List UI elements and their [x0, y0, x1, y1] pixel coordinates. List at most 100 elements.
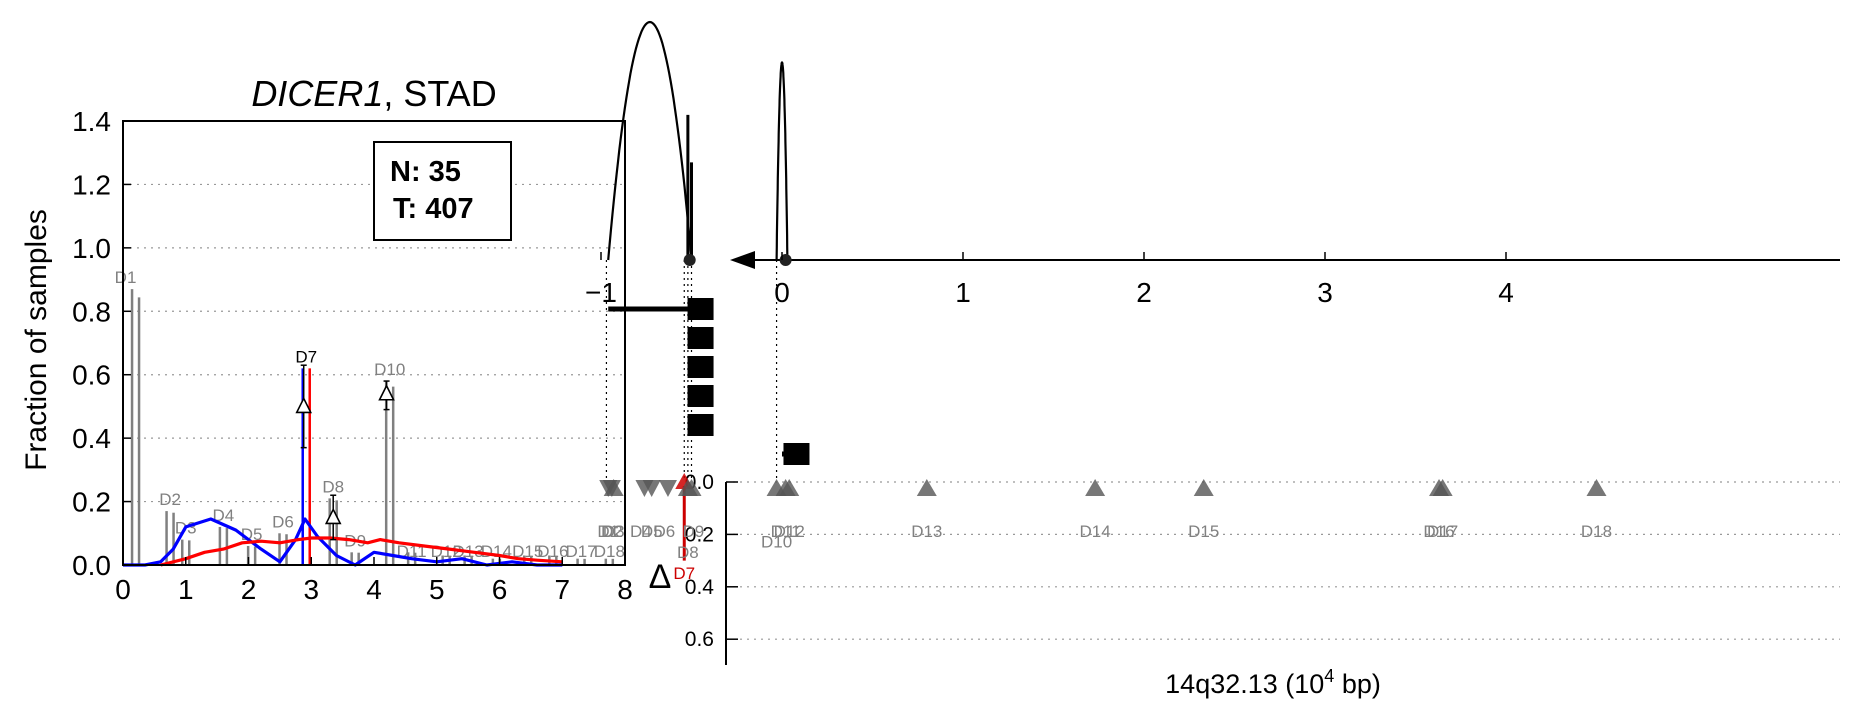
left-y-tick-label: 0.2 [72, 487, 111, 518]
left-y-axis: 0.0 0.2 0.4 0.6 0.8 1.0 1.2 1.4 [72, 106, 131, 581]
exon-label: D3 [603, 522, 625, 541]
exon-label: D14 [1080, 522, 1111, 541]
left-title-rest: , STAD [383, 73, 496, 114]
left-y-tick-label: 0.0 [72, 550, 111, 581]
transcript-box [687, 356, 714, 378]
exon-label: D12 [774, 522, 805, 541]
exon-delta-marker [1085, 479, 1106, 496]
transcript-box [687, 298, 714, 320]
normal-count-label: N: 35 [390, 156, 461, 188]
genome-x-axis-label: 14q32.13 (104 bp) [1165, 666, 1381, 699]
genome-x-tick-label: 0 [774, 277, 790, 308]
genome-x-tick-label: 4 [1498, 277, 1514, 308]
left-exon-label: D7 [295, 347, 317, 366]
transcript-box [687, 385, 714, 407]
left-exon-label: D18 [594, 542, 625, 561]
left-series-line [160, 536, 563, 567]
right-gridlines [726, 481, 1840, 640]
delta-axis-label: Δ [649, 558, 672, 596]
genome-x-tick-label: −1 [585, 277, 617, 308]
left-exon-label: D15 [512, 542, 543, 561]
sample-count-box: N: 35 T: 407 [373, 141, 512, 241]
left-series-line [123, 517, 563, 567]
genome-x-axis: −1 0 1 2 3 4 [585, 252, 1514, 308]
axis-dot [683, 254, 696, 266]
left-x-tick-label: 5 [429, 574, 445, 605]
left-x-axis: 0 1 2 3 4 5 6 7 8 [115, 557, 633, 605]
left-exon-label: D16 [537, 542, 568, 561]
left-x-tick-label: 7 [554, 574, 570, 605]
delta-y-axis: 0.00.20.40.6 [685, 471, 738, 665]
exon-label: D15 [1188, 522, 1219, 541]
left-x-tick-label: 1 [178, 574, 194, 605]
delta-marker [295, 396, 313, 414]
left-x-tick-label: 2 [241, 574, 257, 605]
exon-label: D11 [771, 522, 801, 541]
left-exon-label: D2 [159, 490, 181, 509]
tumor-count-label: T: 407 [393, 193, 474, 225]
left-series-lines [123, 517, 563, 567]
left-x-tick-label: 4 [366, 574, 382, 605]
exon-delta-marker [603, 479, 624, 496]
transcript-box [687, 414, 714, 436]
genome-x-tick-label: 3 [1317, 277, 1333, 308]
genome-x-tick-label: 1 [955, 277, 971, 308]
left-exon-label: D17 [565, 542, 596, 561]
left-y-tick-label: 1.0 [72, 233, 111, 264]
exon-label: D2 [601, 522, 623, 541]
exon-label: D1 [597, 522, 619, 541]
exon-label: D5 [641, 522, 663, 541]
left-exon-label: D1 [115, 268, 137, 287]
x-label-main: 14q32.13 (10 [1165, 669, 1324, 699]
left-y-tick-label: 0.6 [72, 360, 111, 391]
transcript-models [608, 298, 810, 465]
transcript-box [783, 443, 810, 465]
x-label-exponent: 4 [1324, 666, 1334, 686]
left-x-tick-label: 3 [303, 574, 319, 605]
left-exon-label: D8 [322, 477, 344, 496]
coverage-peaks [607, 20, 789, 261]
delta-y-tick-label: 0.2 [685, 523, 714, 546]
delta-y-tick-label: 0.4 [685, 576, 715, 599]
exon-label: D6 [653, 522, 675, 541]
exon-label: D10 [761, 533, 792, 552]
genome-x-tick-label: 2 [1136, 277, 1152, 308]
exon-delta-marker [1432, 479, 1453, 496]
left-exon-label: D6 [272, 512, 294, 531]
delta-y-tick-label: 0.6 [685, 628, 714, 651]
left-exon-label: D4 [213, 506, 235, 525]
exon-label: D9 [682, 522, 704, 541]
delta-marker [378, 383, 395, 401]
exon-label: D17 [1427, 522, 1458, 541]
left-y-tick-label: 0.4 [72, 423, 111, 454]
coverage-peak [607, 20, 693, 261]
exon-delta-marker [1193, 479, 1214, 496]
exon-label: D18 [1581, 522, 1612, 541]
guide-lines [605, 260, 778, 482]
left-title-gene: DICER1 [251, 73, 383, 114]
left-y-axis-label: Fraction of samples [20, 209, 53, 471]
exon-label: D4 [630, 522, 652, 541]
left-y-tick-label: 1.4 [72, 106, 111, 137]
left-x-tick-label: 6 [492, 574, 508, 605]
exon-label: D13 [911, 522, 942, 541]
exon-label: D16 [1423, 522, 1454, 541]
exon-delta-marker [1586, 479, 1607, 496]
exon-delta-marker [658, 480, 677, 497]
exon-delta-marker [681, 479, 702, 496]
delta-marker [324, 507, 342, 525]
left-y-tick-label: 0.8 [72, 296, 111, 327]
x-label-tail: bp) [1334, 669, 1381, 699]
sample-count-frame [373, 141, 512, 241]
exon-delta-marker [642, 480, 661, 497]
exon-delta-markers [599, 473, 1607, 561]
transcript-box [687, 327, 714, 349]
left-y-tick-label: 1.2 [72, 169, 111, 200]
left-x-tick-label: 8 [617, 574, 633, 605]
